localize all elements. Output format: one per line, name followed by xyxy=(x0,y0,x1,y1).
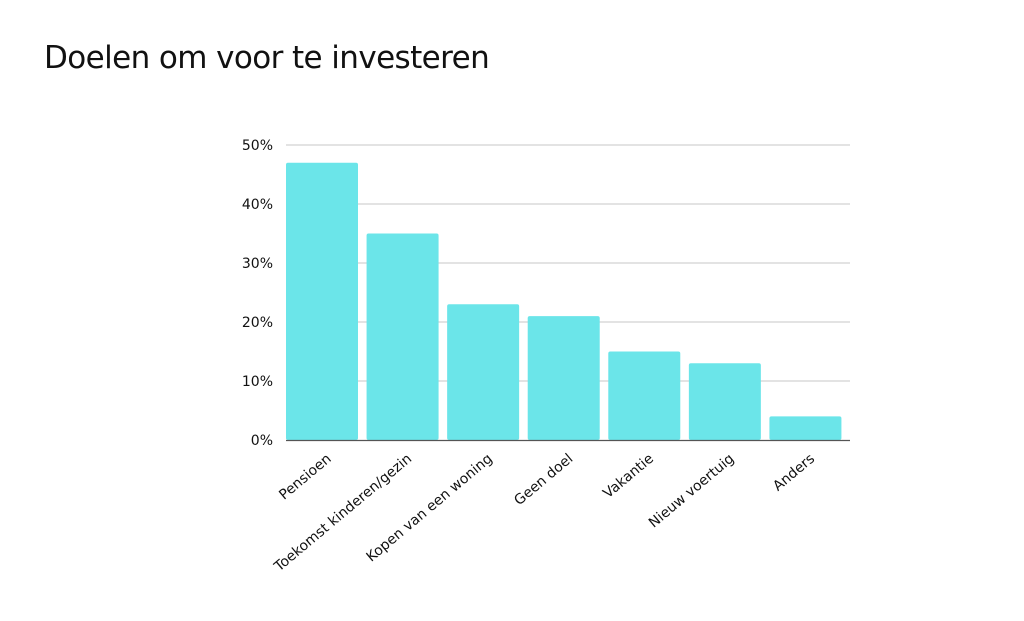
y-tick-label: 50% xyxy=(242,138,273,154)
x-tick-label: Geen doel xyxy=(511,451,576,509)
bar xyxy=(366,233,439,440)
x-tick-label: Anders xyxy=(770,451,818,495)
bar xyxy=(527,316,600,440)
bar xyxy=(608,351,681,440)
y-tick-label: 40% xyxy=(242,197,273,213)
y-tick-label: 0% xyxy=(251,433,273,449)
chart-title: Doelen om voor te investeren xyxy=(44,40,490,76)
x-tick-label: Nieuw voertuig xyxy=(646,451,738,531)
x-tick-label: Pensioen xyxy=(276,451,334,504)
y-tick-label: 30% xyxy=(242,256,273,272)
x-tick-label: Toekomst kinderen/gezin xyxy=(271,451,415,576)
x-tick-label: Vakantie xyxy=(600,451,657,502)
y-tick-label: 10% xyxy=(242,374,273,390)
y-tick-label: 20% xyxy=(242,315,273,331)
bar xyxy=(447,304,520,440)
bars xyxy=(286,162,842,440)
bar xyxy=(769,416,842,440)
bar xyxy=(688,363,761,440)
y-tick-labels: 0% 10% 20% 30% 40% 50% xyxy=(242,138,273,449)
bar xyxy=(286,162,358,440)
